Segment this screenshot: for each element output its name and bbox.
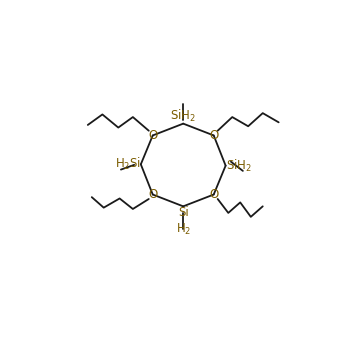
Text: O: O bbox=[148, 188, 157, 201]
Text: H$_2$Si: H$_2$Si bbox=[115, 156, 141, 173]
Text: Si
H$_2$: Si H$_2$ bbox=[175, 206, 191, 237]
Text: SiH$_2$: SiH$_2$ bbox=[226, 158, 252, 174]
Text: SiH$_2$: SiH$_2$ bbox=[170, 107, 196, 124]
Text: O: O bbox=[209, 129, 218, 142]
Text: O: O bbox=[209, 188, 218, 201]
Text: O: O bbox=[148, 129, 157, 142]
